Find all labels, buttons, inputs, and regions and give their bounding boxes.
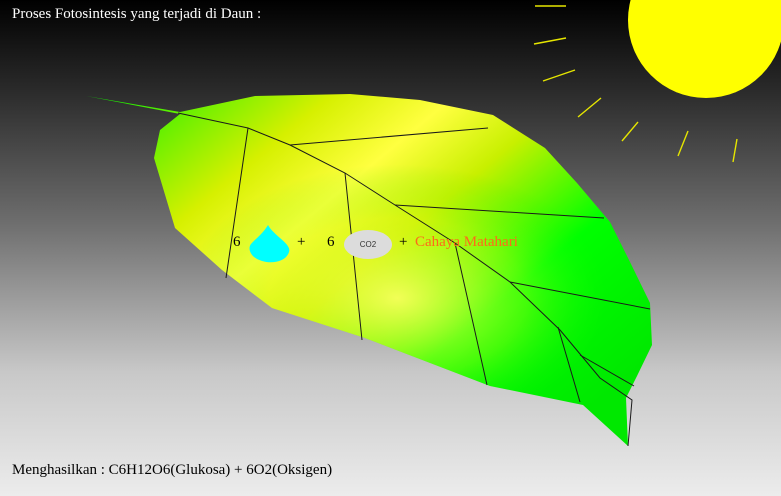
leaf-icon [86,94,652,447]
page-title: Proses Fotosintesis yang terjadi di Daun… [12,6,262,22]
plus-sign: + [399,234,408,250]
co2-icon: CO2 [344,230,392,259]
sunlight-label: Cahaya Matahari [415,234,518,250]
sun-icon [533,0,781,163]
water-drop-icon [249,225,290,263]
water-coefficient: 6 [233,234,241,250]
co2-coefficient: 6 [327,234,335,250]
plus-sign: + [297,234,306,250]
result-text: Menghasilkan : C6H12O6(Glukosa) + 6O2(Ok… [12,462,333,478]
co2-label: CO2 [359,240,377,249]
